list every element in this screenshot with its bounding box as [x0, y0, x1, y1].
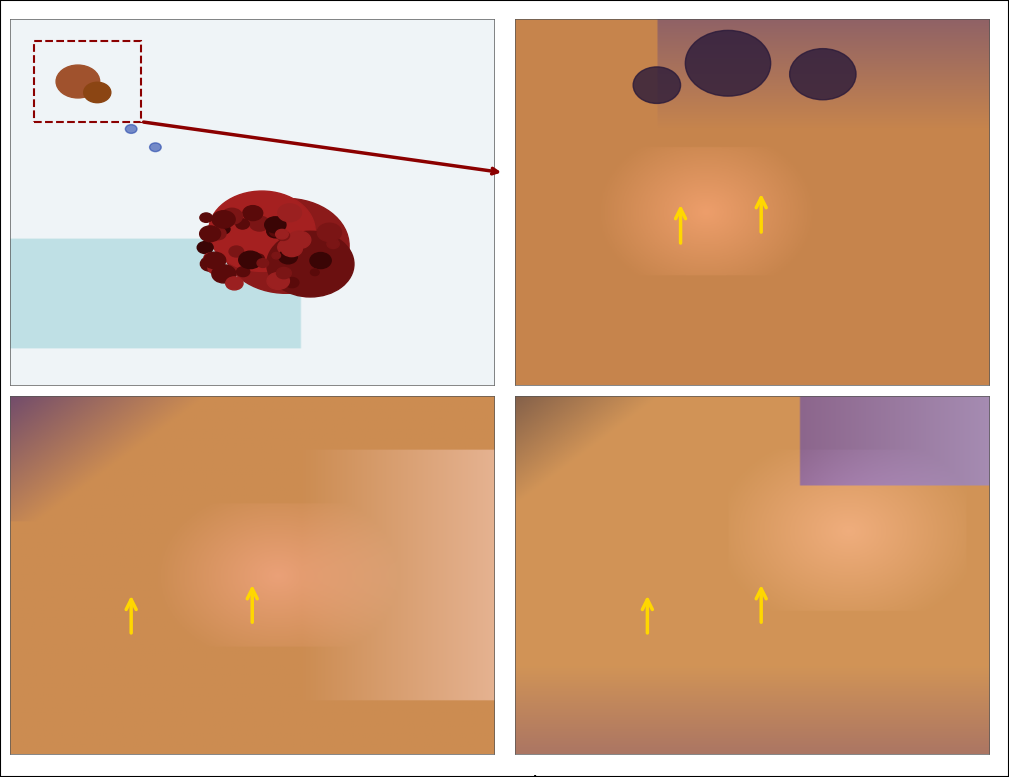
Circle shape — [277, 239, 300, 256]
Circle shape — [277, 204, 302, 221]
Circle shape — [266, 232, 354, 297]
Circle shape — [200, 213, 212, 222]
Circle shape — [209, 191, 315, 271]
Circle shape — [634, 67, 680, 103]
Circle shape — [286, 277, 299, 287]
Circle shape — [276, 231, 290, 240]
Circle shape — [243, 206, 262, 221]
Circle shape — [57, 65, 100, 98]
Circle shape — [223, 198, 349, 294]
Circle shape — [310, 253, 331, 269]
Circle shape — [212, 265, 236, 283]
Text: c: c — [20, 775, 32, 777]
Circle shape — [257, 259, 268, 267]
Circle shape — [237, 267, 249, 277]
Circle shape — [288, 231, 311, 249]
Circle shape — [212, 211, 235, 228]
Circle shape — [204, 253, 216, 262]
Circle shape — [266, 225, 285, 238]
Circle shape — [84, 82, 111, 103]
Circle shape — [278, 249, 298, 264]
Circle shape — [269, 227, 283, 236]
Circle shape — [317, 223, 341, 242]
Circle shape — [201, 256, 220, 271]
Circle shape — [217, 270, 231, 281]
Circle shape — [200, 226, 221, 242]
Circle shape — [226, 277, 243, 290]
Circle shape — [204, 253, 226, 269]
Text: a: a — [20, 399, 33, 420]
Text: b: b — [524, 399, 538, 420]
Circle shape — [267, 273, 290, 289]
Circle shape — [218, 225, 230, 234]
Circle shape — [685, 30, 771, 96]
Circle shape — [221, 208, 242, 225]
Circle shape — [210, 228, 226, 240]
Circle shape — [327, 239, 339, 249]
Circle shape — [282, 241, 303, 256]
Circle shape — [790, 49, 856, 99]
Circle shape — [208, 263, 223, 274]
Circle shape — [236, 219, 249, 229]
Circle shape — [275, 229, 289, 239]
Circle shape — [311, 269, 319, 276]
Circle shape — [229, 246, 243, 257]
Circle shape — [276, 267, 292, 279]
Bar — [34, 41, 141, 122]
Circle shape — [272, 253, 281, 259]
Circle shape — [264, 217, 286, 233]
Circle shape — [197, 242, 213, 253]
Circle shape — [249, 216, 269, 231]
Text: d: d — [524, 775, 538, 777]
Circle shape — [125, 124, 137, 134]
Circle shape — [253, 254, 264, 262]
Circle shape — [239, 251, 262, 269]
Circle shape — [149, 143, 161, 152]
